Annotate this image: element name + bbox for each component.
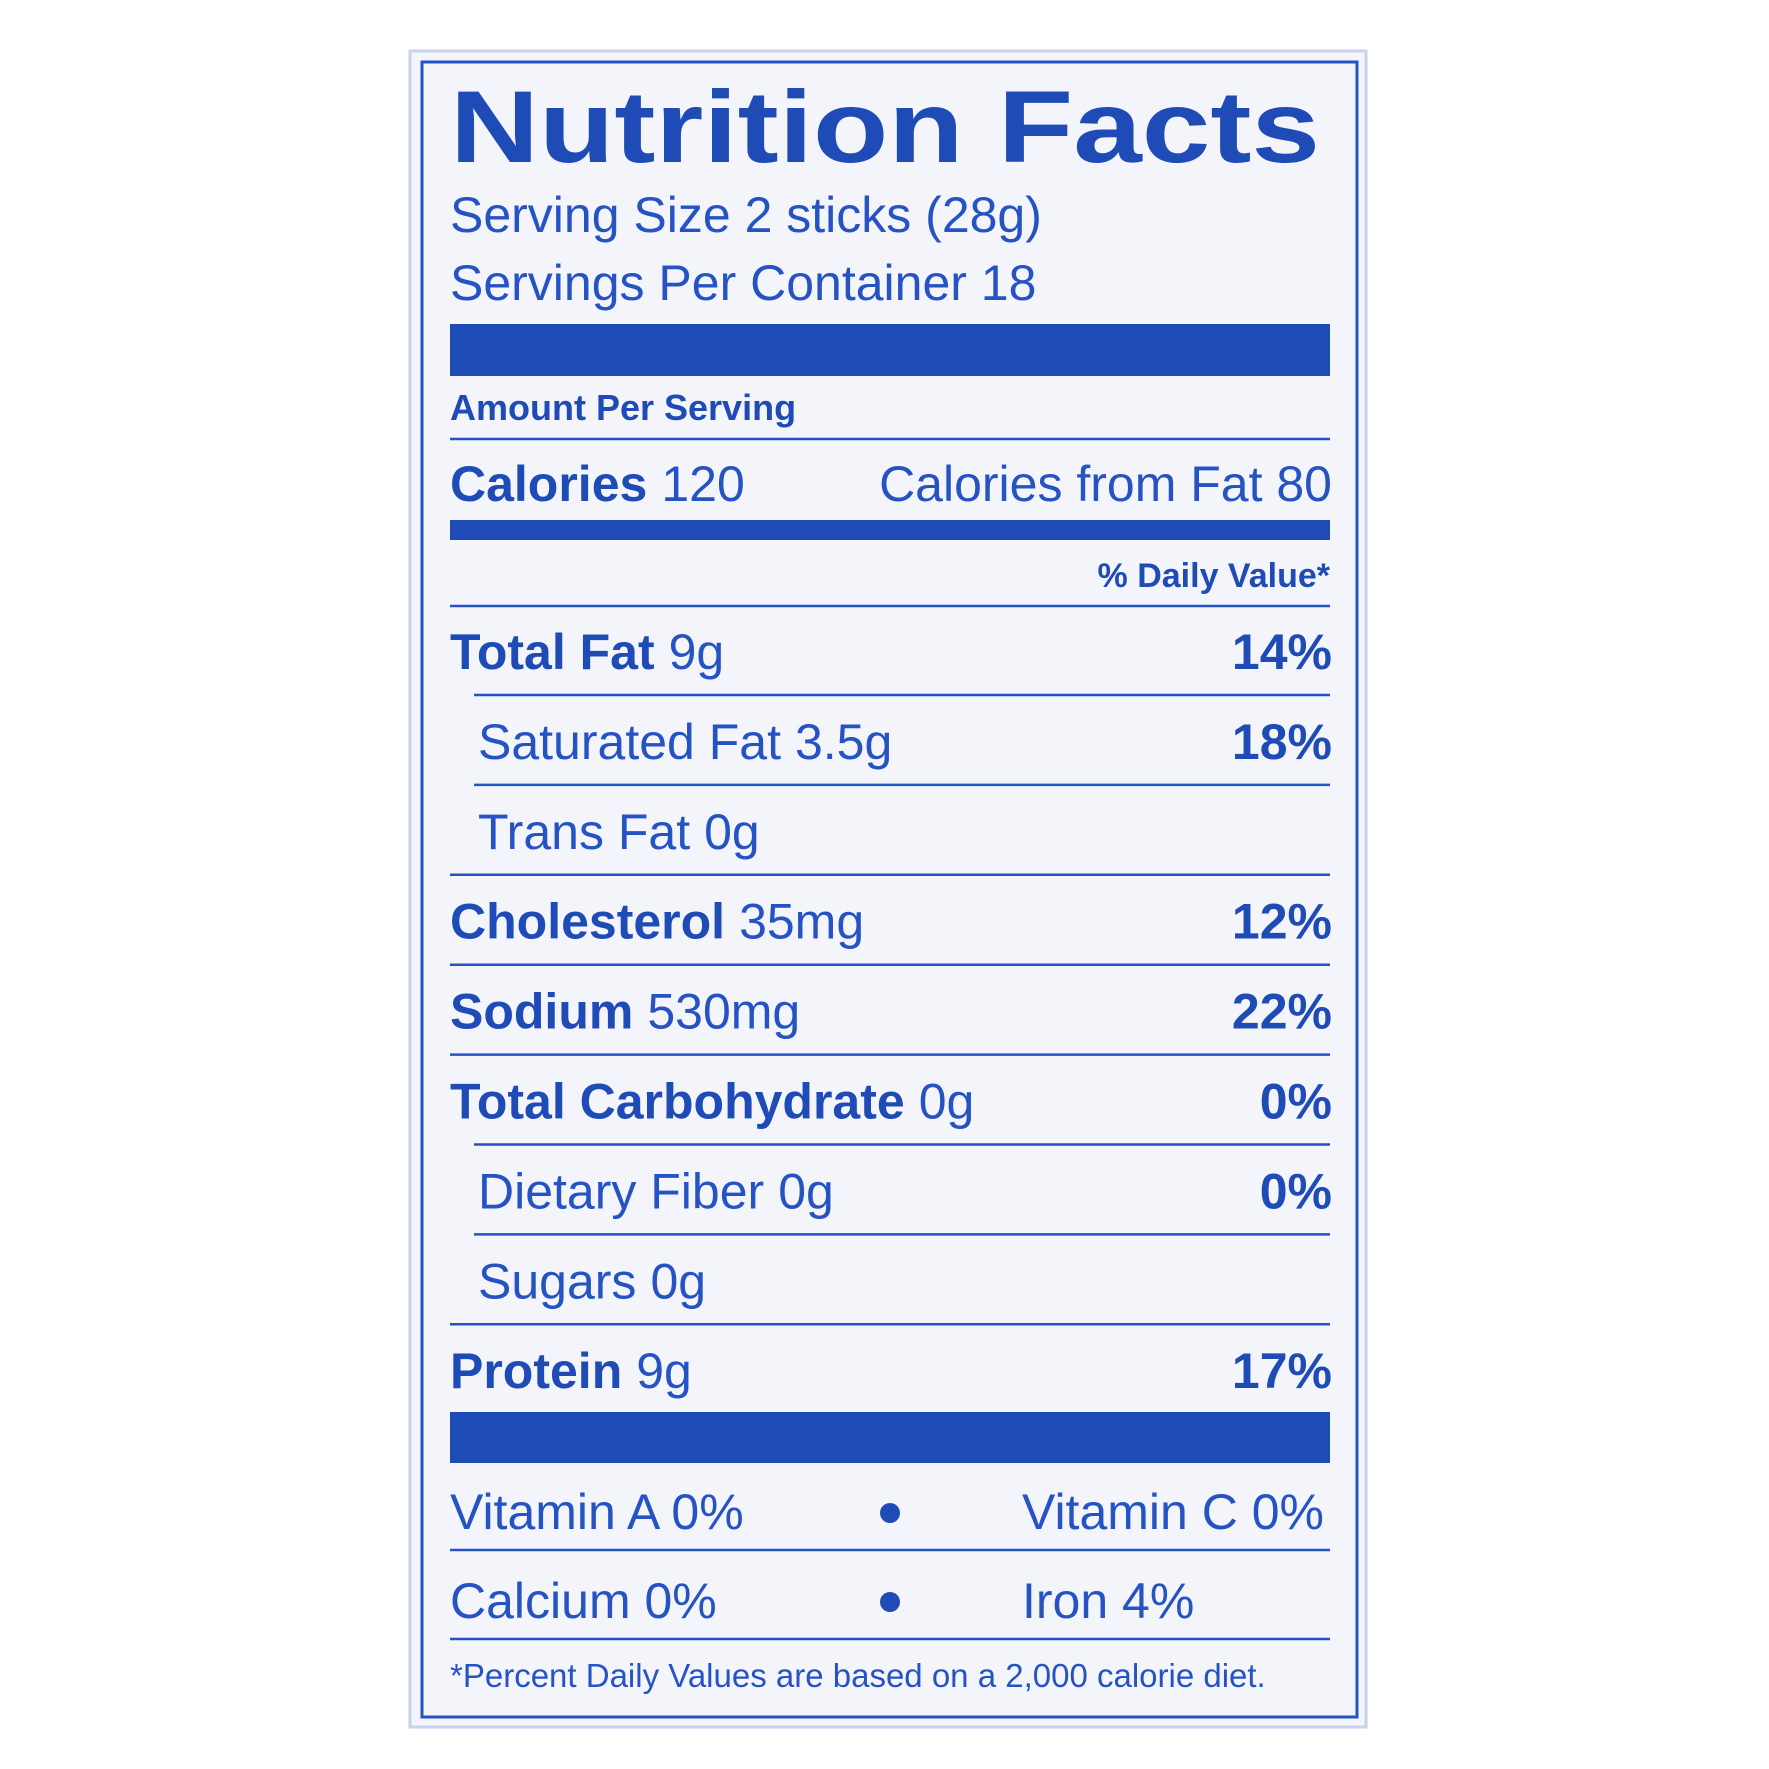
- calories-label: Calories: [450, 456, 647, 512]
- nutrient-name: Total Carbohydrate: [450, 1074, 905, 1130]
- serving-size: Serving Size 2 sticks (28g): [450, 187, 1042, 243]
- medium-bar: [450, 520, 1330, 540]
- nutrient-name: Cholesterol: [450, 894, 725, 950]
- nutrient-name: Saturated Fat: [478, 714, 781, 770]
- nutrient-row: Sodium 530mg: [450, 984, 800, 1040]
- nutrient-row: Total Carbohydrate 0g: [450, 1074, 974, 1130]
- vitamin-rows: Vitamin A 0% Vitamin C 0% Calcium 0% Iron 4…: [450, 1484, 1330, 1641]
- nutrient-row: Saturated Fat 3.5g: [478, 714, 892, 770]
- nutrient-amount: 0g: [704, 804, 760, 860]
- daily-value-header: % Daily Value*: [1098, 557, 1331, 595]
- bullet: [880, 1503, 900, 1523]
- vitamin: Iron 4%: [1022, 1573, 1194, 1629]
- nutrient-amount: 35mg: [739, 894, 864, 950]
- thick-bar: [450, 1412, 1330, 1463]
- calories: Calories 120: [450, 456, 745, 512]
- bullet: [880, 1592, 900, 1612]
- nutrient-row: Sugars 0g: [478, 1253, 706, 1309]
- title: Nutrition Facts: [450, 70, 1320, 184]
- nutrient-name: Dietary Fiber: [478, 1163, 764, 1219]
- nutrient-amount: 0g: [919, 1074, 975, 1130]
- nutrient-name: Trans Fat: [478, 804, 690, 860]
- nutrient-row: Dietary Fiber 0g: [478, 1163, 834, 1219]
- nutrient-amount: 0g: [650, 1253, 706, 1309]
- nutrient-amount: 3.5g: [795, 714, 892, 770]
- calories-from-fat: Calories from Fat 80: [879, 456, 1332, 512]
- panel-border: [420, 60, 1359, 1719]
- nutrient-amount: 0g: [778, 1163, 834, 1219]
- nutrient-amount: 9g: [636, 1343, 692, 1399]
- daily-value: 12%: [1232, 894, 1332, 950]
- amount-per-serving: Amount Per Serving: [450, 387, 796, 428]
- nutrient-row: Total Fat 9g: [450, 624, 724, 680]
- nutrient-name: Sugars: [478, 1253, 636, 1309]
- daily-value: 0%: [1260, 1074, 1332, 1130]
- nutrient-row: Trans Fat 0g: [478, 804, 760, 860]
- nutrient-name: Total Fat: [450, 624, 655, 680]
- daily-value: 17%: [1232, 1343, 1332, 1399]
- footnote: *Percent Daily Values are based on a 2,0…: [450, 1657, 1266, 1694]
- vitamin: Calcium 0%: [450, 1573, 717, 1629]
- vitamin: Vitamin C 0%: [1022, 1484, 1324, 1540]
- thick-bar: [450, 324, 1330, 376]
- nutrient-rows: Total Fat 9g 14%Saturated Fat 3.5g 18%Trans …: [450, 624, 1332, 1399]
- daily-value: 14%: [1232, 624, 1332, 680]
- servings-per-container: Servings Per Container 18: [450, 255, 1036, 311]
- nutrient-row: Protein 9g: [450, 1343, 692, 1399]
- nutrient-amount: 9g: [669, 624, 725, 680]
- calories-value: 120: [661, 456, 744, 512]
- nutrient-amount: 530mg: [647, 984, 800, 1040]
- nutrient-row: Cholesterol 35mg: [450, 894, 864, 950]
- nutrient-name: Protein: [450, 1343, 622, 1399]
- daily-value: 0%: [1260, 1163, 1332, 1219]
- daily-value: 18%: [1232, 714, 1332, 770]
- vitamin: Vitamin A 0%: [450, 1484, 744, 1540]
- nutrient-name: Sodium: [450, 984, 633, 1040]
- daily-value: 22%: [1232, 984, 1332, 1040]
